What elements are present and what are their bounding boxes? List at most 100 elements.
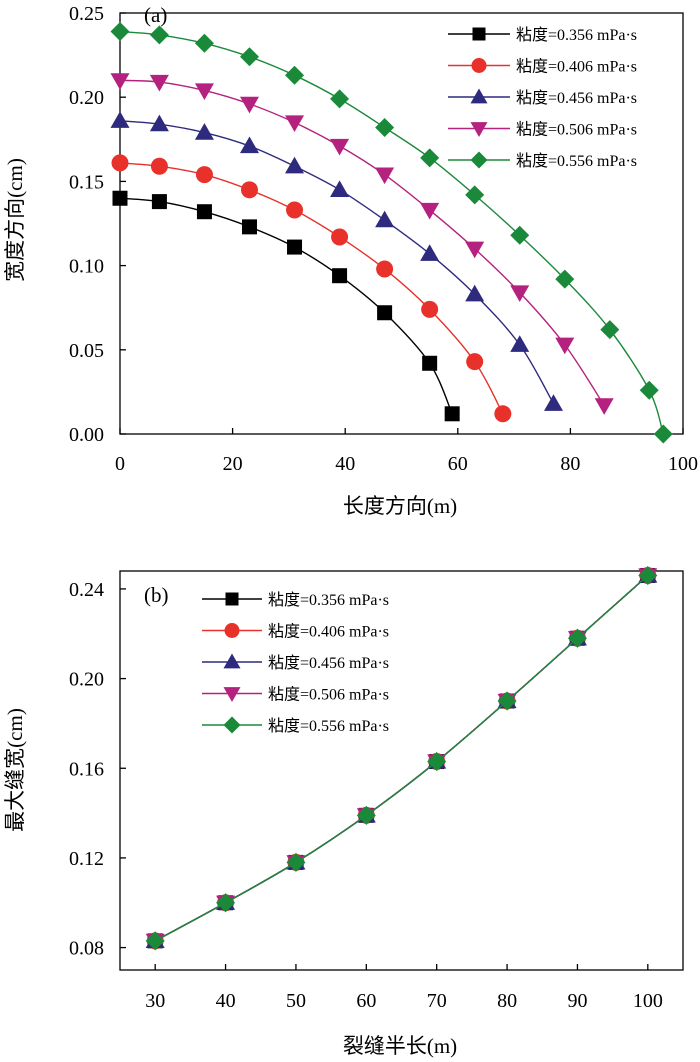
chart-panel-b: 30 40 50 60 70 80 90 100 0.08 0.12 0.16 0.20 0.24 裂缝半… [3,565,684,1058]
data-point [110,22,130,42]
legend: 粘度=0.356 mPa·s 粘度=0.406 mPa·s 粘度=0.456 mPa… [202,591,389,735]
data-point [510,285,530,303]
legend-marker [224,623,240,638]
data-point [194,33,214,53]
y-tick-label: 0.25 [69,3,104,25]
data-point [594,398,614,415]
data-point [110,73,130,90]
data-point [494,405,512,423]
series-line [154,574,649,942]
data-point [510,225,530,245]
legend-label: 粘度=0.456 mPa·s [516,89,637,107]
y-axis-title: 最大缝宽(cm) [3,708,27,832]
y-tick-label: 0.24 [69,579,104,601]
data-point [196,204,212,220]
x-tick-label: 100 [633,990,663,1012]
x-tick-label: 60 [448,453,468,475]
data-point [286,201,304,219]
chart-panel-a: 0 20 40 60 80 100 0.00 0.05 0.10 0.15 0.20 0.25 长度方向… [3,3,698,518]
data-point [421,300,439,318]
x-tick-label: 60 [356,990,376,1012]
data-point [287,239,303,255]
x-tick-label: 30 [145,990,165,1012]
data-point [285,65,305,85]
data-point [420,244,440,261]
y-tick-label: 0.20 [69,87,104,109]
data-point [376,260,394,278]
data-point [286,852,306,872]
data-point [149,114,169,132]
x-axis-title: 长度方向(m) [343,494,457,518]
y-axis-title: 宽度方向(cm) [3,158,27,282]
data-point [332,268,348,284]
data-point [151,194,167,210]
data-point [375,167,395,185]
legend-entry: 粘度=0.406 mPa·s [448,58,637,76]
legend-marker [225,592,239,606]
data-point [194,83,214,100]
data-point [285,115,305,132]
data-point [600,320,620,340]
data-point [544,394,564,411]
plot-frame [119,570,684,971]
panel-label: (b) [144,583,169,607]
series-0 [147,567,656,949]
data-point [331,228,349,246]
data-point [444,406,460,422]
legend-marker [223,687,241,702]
legend-marker [223,716,241,734]
data-point [112,190,128,206]
x-tick-label: 0 [115,453,125,475]
series-3 [110,73,614,415]
legend-entry: 粘度=0.556 mPa·s [202,716,389,735]
series-line [119,197,453,415]
data-point [420,202,440,220]
legend-label: 粘度=0.406 mPa·s [516,58,637,76]
legend-label: 粘度=0.556 mPa·s [516,152,637,170]
x-axis-title: 裂缝半长(m) [343,1034,457,1058]
y-tick-label: 0.20 [69,669,104,691]
data-point [241,219,257,235]
legend-marker [470,122,488,137]
data-point [285,156,305,174]
legend-entry: 粘度=0.506 mPa·s [202,686,389,704]
series-2 [110,111,564,411]
data-point [465,241,485,259]
data-point [330,138,350,156]
data-point [149,74,169,92]
y-tick-label: 0.08 [69,938,104,960]
legend-entry: 粘度=0.456 mPa·s [448,88,637,107]
data-point [239,96,259,114]
data-point [356,805,376,825]
series-1 [111,154,512,423]
legend-entry: 粘度=0.556 mPa·s [448,151,637,170]
data-point [639,380,659,400]
legend-entry: 粘度=0.356 mPa·s [202,591,389,609]
series-4 [110,22,673,444]
data-point [110,111,130,128]
series-4 [145,565,658,951]
x-tick-label: 40 [335,453,355,475]
series-1 [146,566,657,950]
data-point [239,136,259,154]
y-tick-label: 0.15 [69,171,104,193]
legend-label: 粘度=0.456 mPa·s [268,654,389,672]
x-tick-label: 40 [216,990,236,1012]
legend-label: 粘度=0.356 mPa·s [268,591,389,609]
legend-marker [472,27,486,41]
x-tick-label: 90 [567,990,587,1012]
series-3 [145,568,658,951]
x-tick-label: 20 [223,453,243,475]
legend-label: 粘度=0.356 mPa·s [516,26,637,44]
legend-entry: 粘度=0.506 mPa·s [448,121,637,139]
legend-entry: 粘度=0.456 mPa·s [202,653,389,672]
data-point [149,25,169,45]
legend-marker [223,653,241,669]
data-point [497,691,517,711]
legend-marker [470,151,488,169]
panel-label: (a) [144,3,167,27]
data-point [239,47,259,67]
data-point [422,355,438,371]
legend-entry: 粘度=0.406 mPa·s [202,623,389,641]
